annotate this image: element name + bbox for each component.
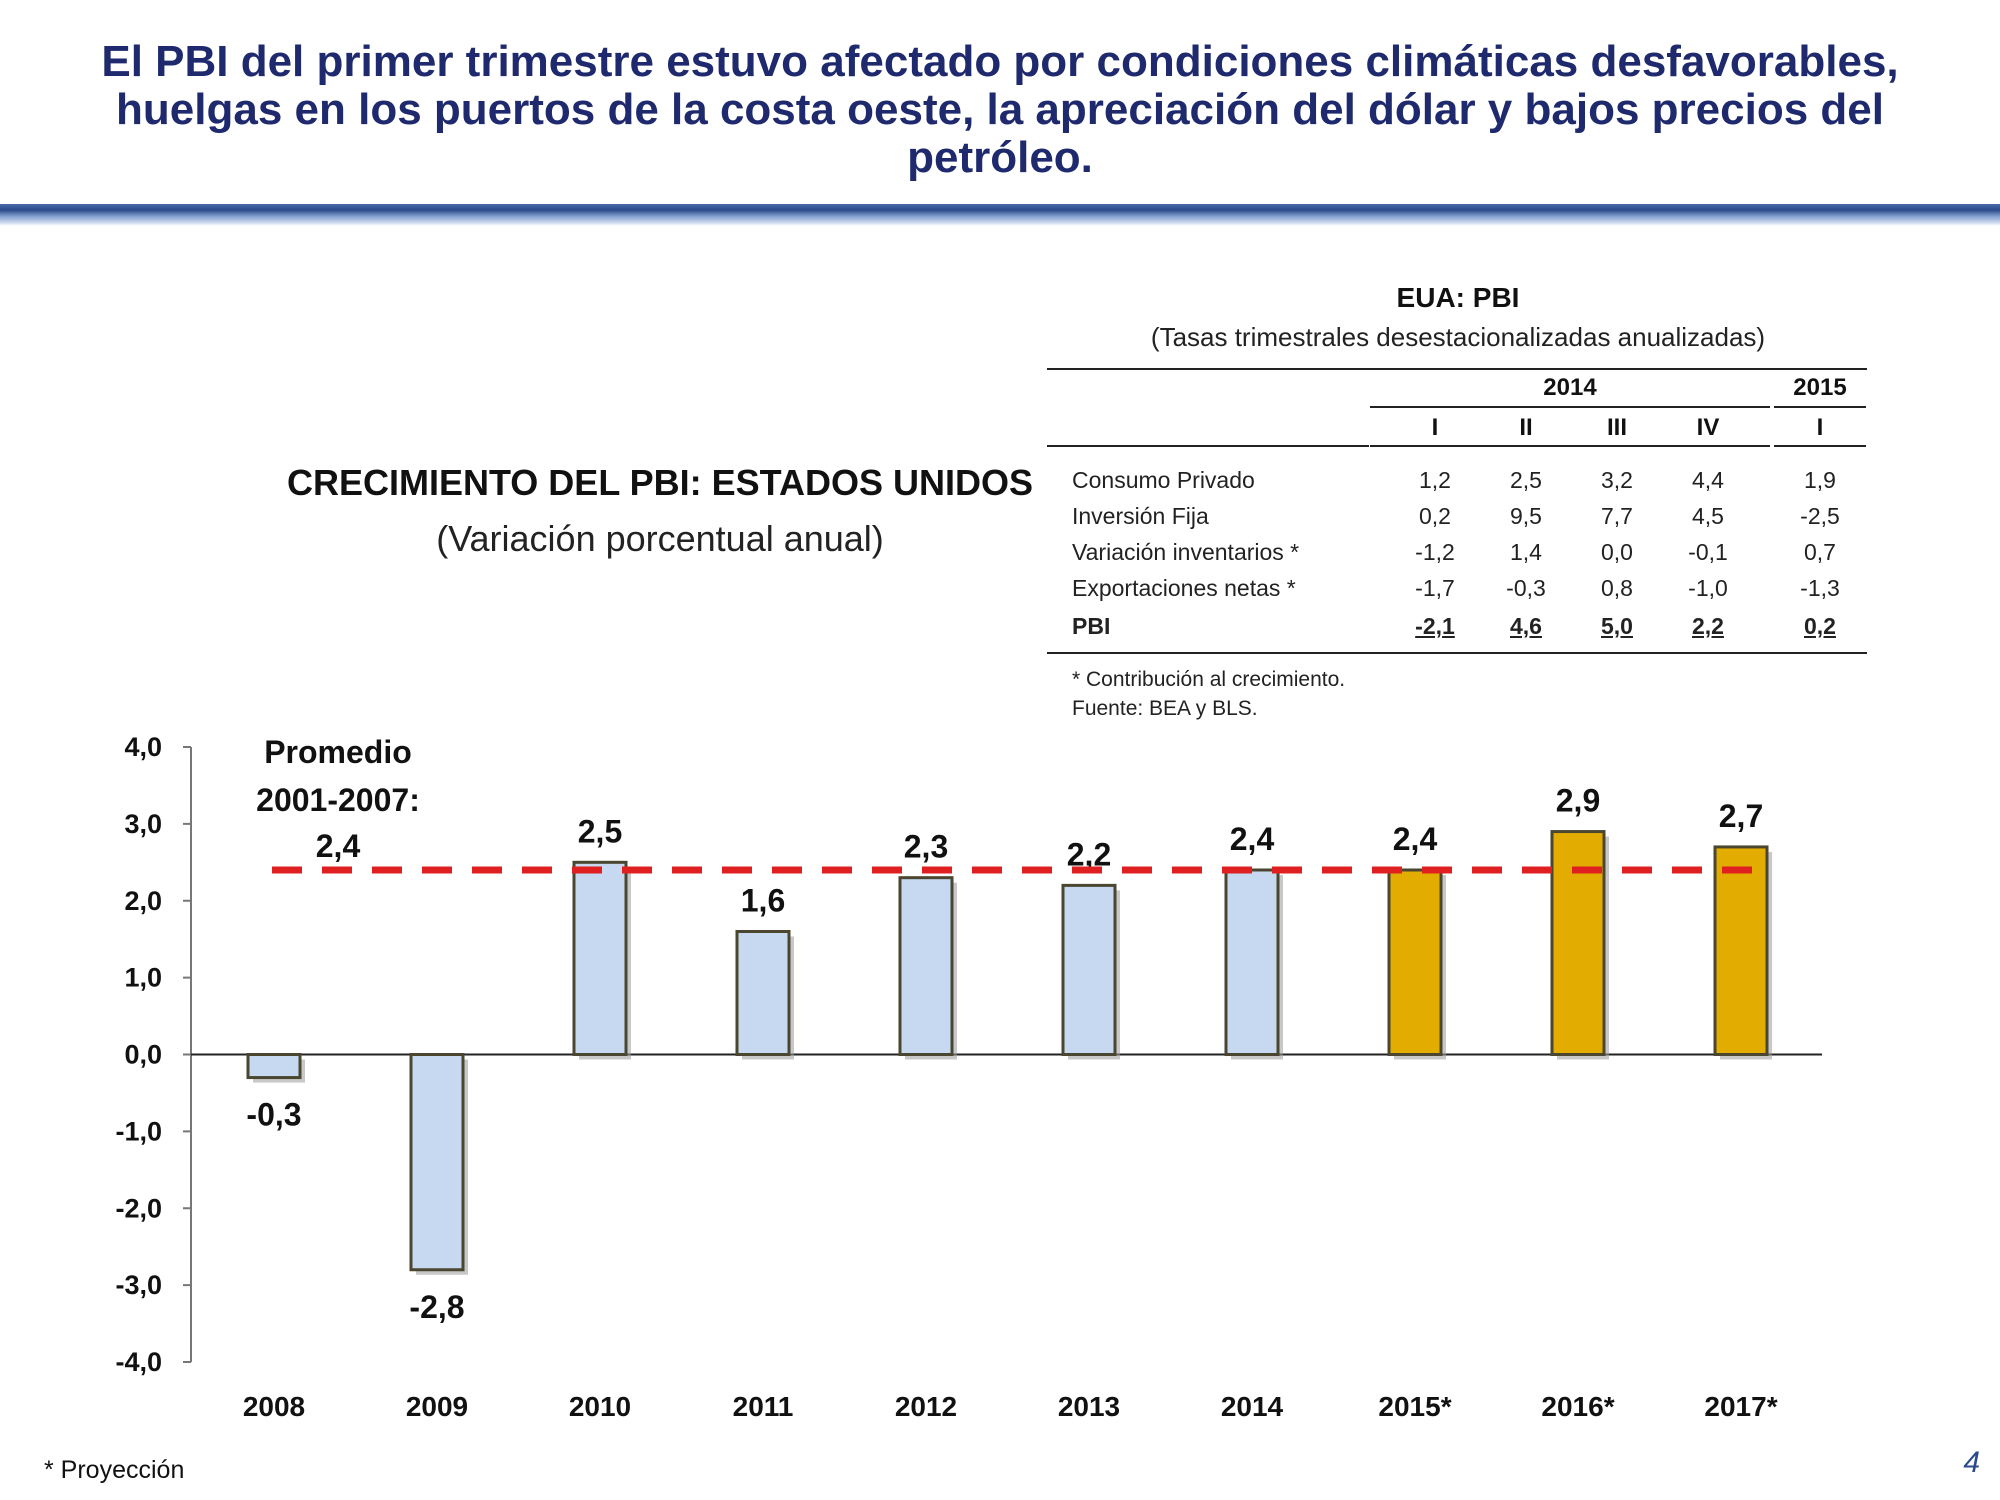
table-cell: 4,4 — [1692, 467, 1724, 493]
table-cell: 7,7 — [1601, 503, 1633, 529]
table-year-2014: 2014 — [1543, 374, 1597, 401]
average-label: Promedio — [264, 734, 412, 770]
table-year-2015: 2015 — [1793, 374, 1847, 401]
table-cell: 2,5 — [1510, 467, 1542, 493]
table-subtitle: (Tasas trimestrales desestacionalizadas … — [1150, 322, 1766, 352]
table-cell: 1,9 — [1804, 467, 1836, 493]
table-cell: 4,5 — [1692, 503, 1724, 529]
y-tick-label: 4,0 — [124, 732, 162, 762]
table-year-2015-rule — [1774, 406, 1866, 408]
page-number: 4 — [1963, 1446, 1980, 1479]
table-cell: 5,0 — [1601, 613, 1633, 639]
table-quarter-header: IV — [1696, 414, 1720, 441]
table-cell: 0,2 — [1419, 503, 1451, 529]
table-cell: 1,2 — [1419, 467, 1451, 493]
bar-2014 — [1224, 868, 1280, 1056]
table-row-label: Exportaciones netas * — [1072, 575, 1296, 601]
x-tick-label: 2017* — [1704, 1391, 1777, 1422]
table-cell: 0,7 — [1804, 539, 1836, 565]
table-cell: -1,3 — [1800, 575, 1840, 601]
data-label: 2,3 — [904, 829, 948, 865]
data-label: 2,5 — [578, 813, 622, 849]
table-top-rule — [1047, 368, 1867, 370]
data-label: -0,3 — [246, 1097, 301, 1133]
bar-2011 — [735, 930, 791, 1056]
table-row-label: PBI — [1072, 613, 1111, 639]
y-tick-label: -3,0 — [115, 1270, 162, 1300]
table-cell: -1,0 — [1688, 575, 1728, 601]
table-title: EUA: PBI — [1396, 282, 1520, 313]
table-row-label: Inversión Fija — [1072, 503, 1209, 529]
y-tick-label: -4,0 — [115, 1347, 162, 1377]
data-label: 2,9 — [1556, 783, 1600, 819]
table-quarter-header: I — [1431, 414, 1439, 441]
x-tick-label: 2016* — [1541, 1391, 1614, 1422]
average-value: 2,4 — [316, 828, 361, 864]
bar-2012 — [898, 876, 954, 1056]
table-cell: -0,3 — [1506, 575, 1546, 601]
bar-2016* — [1550, 830, 1606, 1056]
table-cell: 4,6 — [1510, 613, 1542, 639]
table-cell: 1,4 — [1510, 539, 1542, 565]
chart-subtitle: (Variación porcentual anual) — [436, 518, 884, 559]
slide-title: El PBI del primer trimestre estuvo afect… — [101, 37, 1899, 182]
table-cell: -2,5 — [1800, 503, 1840, 529]
y-tick-label: -2,0 — [115, 1193, 162, 1223]
table-bottom-rule — [1047, 652, 1867, 654]
table-quarter-header: II — [1519, 414, 1533, 441]
data-label: 2,4 — [1230, 821, 1275, 857]
table-cell: 2,2 — [1692, 613, 1724, 639]
table-source: Fuente: BEA y BLS. — [1072, 697, 1258, 720]
data-label: -2,8 — [409, 1289, 464, 1325]
x-tick-label: 2015* — [1378, 1391, 1451, 1422]
x-tick-label: 2012 — [895, 1391, 957, 1422]
data-label: 2,2 — [1067, 836, 1111, 872]
table-cell: 0,0 — [1601, 539, 1633, 565]
y-tick-label: 3,0 — [124, 809, 162, 839]
table-cell: -0,1 — [1688, 539, 1728, 565]
bar-2010 — [572, 860, 628, 1056]
bar-2013 — [1061, 883, 1117, 1056]
table-cell: 3,2 — [1601, 467, 1633, 493]
x-tick-label: 2009 — [406, 1391, 468, 1422]
bar-2017* — [1713, 845, 1769, 1056]
chart-title: CRECIMIENTO DEL PBI: ESTADOS UNIDOS — [286, 462, 1034, 503]
x-tick-label: 2013 — [1058, 1391, 1120, 1422]
data-label: 2,4 — [1393, 821, 1438, 857]
x-tick-label: 2011 — [733, 1391, 794, 1422]
table-quarter-header: III — [1606, 414, 1627, 441]
table-note: * Contribución al crecimiento. — [1072, 668, 1346, 691]
table-cell: -1,7 — [1415, 575, 1455, 601]
table-quarter-header: I — [1816, 414, 1824, 441]
table-header-rule — [1774, 445, 1866, 447]
bar-2008 — [246, 1053, 302, 1080]
table-cell: 0,2 — [1804, 613, 1836, 639]
table-cell: 0,8 — [1601, 575, 1633, 601]
table-row-label: Variación inventarios * — [1072, 539, 1300, 565]
x-tick-label: 2014 — [1221, 1391, 1284, 1422]
bar-2009 — [409, 1053, 465, 1272]
table-year-2014-rule — [1370, 406, 1770, 408]
x-tick-label: 2008 — [243, 1391, 305, 1422]
table-header-rule — [1047, 445, 1369, 447]
y-tick-label: -1,0 — [115, 1116, 162, 1146]
table-header-rule — [1370, 445, 1770, 447]
projection-footnote: * Proyección — [44, 1456, 185, 1484]
table-row-label: Consumo Privado — [1072, 467, 1255, 493]
data-label: 1,6 — [741, 883, 785, 919]
bar-2015* — [1387, 868, 1443, 1056]
table-cell: 9,5 — [1510, 503, 1542, 529]
y-tick-label: 1,0 — [124, 963, 162, 993]
y-tick-label: 2,0 — [124, 886, 162, 916]
x-tick-label: 2010 — [569, 1391, 631, 1422]
title-divider — [0, 204, 2000, 226]
y-tick-label: 0,0 — [124, 1040, 162, 1070]
table-cell: -1,2 — [1415, 539, 1455, 565]
table-cell: -2,1 — [1415, 613, 1455, 639]
average-label: 2001-2007: — [256, 782, 420, 818]
bar-chart: 4,0 3,0 2,0 1,0 0,0 -1,0 -2,0 -3,0 -4,0 -0,3 2008 -… — [115, 732, 1822, 1422]
data-label: 2,7 — [1719, 798, 1763, 834]
